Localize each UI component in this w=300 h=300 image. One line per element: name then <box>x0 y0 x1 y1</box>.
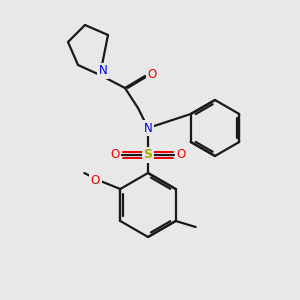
Text: S: S <box>143 148 152 161</box>
Text: O: O <box>91 173 100 187</box>
Text: N: N <box>99 64 107 77</box>
Text: N: N <box>144 122 152 134</box>
Text: O: O <box>110 148 120 161</box>
Text: O: O <box>176 148 186 161</box>
Text: O: O <box>147 68 157 80</box>
